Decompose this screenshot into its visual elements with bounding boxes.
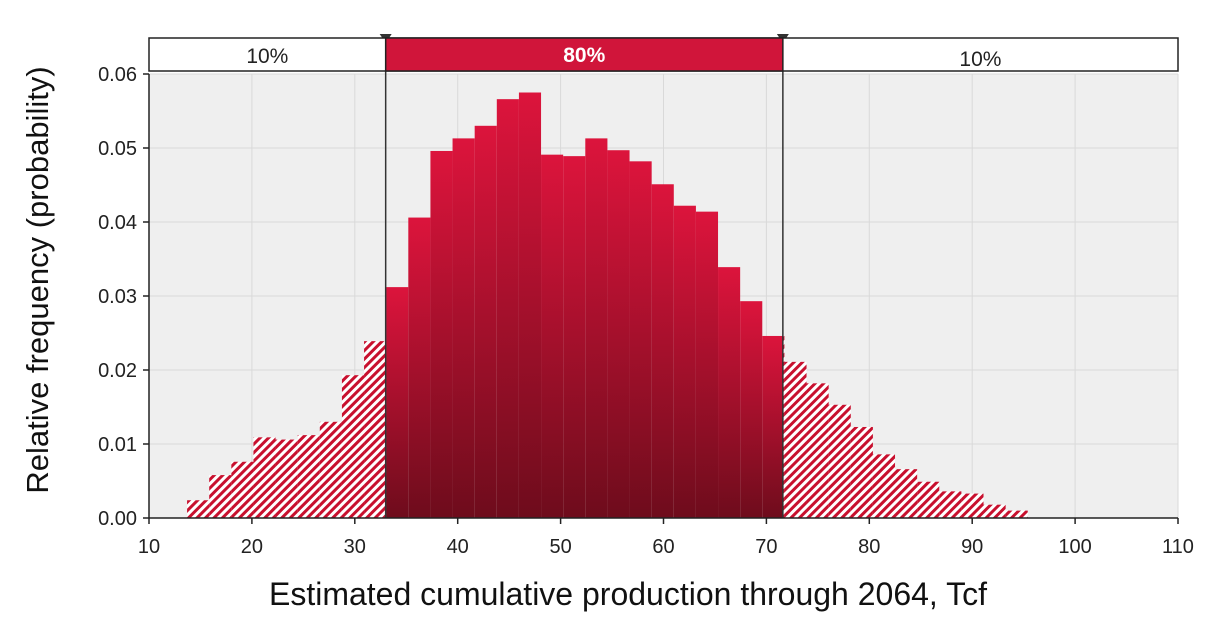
histogram-bar xyxy=(496,99,519,518)
x-tick-label: 80 xyxy=(858,536,880,558)
histogram-bar xyxy=(718,267,741,518)
y-axis-title: Relative frequency (probability) xyxy=(20,66,55,493)
histogram-bar xyxy=(740,301,763,518)
x-tick-label: 10 xyxy=(138,536,160,558)
x-tick-label: 90 xyxy=(961,536,983,558)
y-tick-label: 0.04 xyxy=(98,212,137,234)
x-tick-label: 110 xyxy=(1162,536,1194,558)
histogram-bar xyxy=(386,287,409,518)
x-tick-label: 40 xyxy=(447,536,469,558)
histogram-bar xyxy=(872,454,896,518)
x-tick-label: 50 xyxy=(549,536,571,558)
x-tick-label: 100 xyxy=(1058,536,1091,558)
histogram-bar xyxy=(784,361,807,518)
histogram-bar xyxy=(275,439,298,518)
x-tick-label: 70 xyxy=(755,536,777,558)
axes: 10 20 30 40 50 60 70 80 90 100 110 0.00 0.01 0.02 0.03… xyxy=(98,64,1194,558)
band-label-central: 80% xyxy=(563,44,605,67)
y-tick-label: 0.00 xyxy=(98,508,137,530)
histogram-bar xyxy=(341,375,365,518)
band-central-fill xyxy=(384,37,784,72)
histogram-bar xyxy=(319,421,342,518)
x-tick-label: 20 xyxy=(241,536,263,558)
histogram-bars xyxy=(187,92,1028,519)
band-label-upper: 10% xyxy=(959,48,1001,71)
histogram-bar xyxy=(961,493,984,518)
histogram-bar xyxy=(518,92,542,518)
histogram-bar xyxy=(297,435,320,518)
histogram-bar xyxy=(1005,510,1028,518)
y-tick-label: 0.03 xyxy=(98,286,137,308)
y-tick-label: 0.01 xyxy=(98,434,137,456)
histogram-bar xyxy=(828,404,851,518)
histogram-bar xyxy=(850,426,873,518)
y-tick-label: 0.06 xyxy=(98,64,137,86)
y-tick-label: 0.05 xyxy=(98,138,137,160)
histogram-bar xyxy=(408,217,431,518)
band-label-lower: 10% xyxy=(246,45,288,68)
histogram-bar xyxy=(673,205,696,518)
y-tick-label: 0.02 xyxy=(98,360,137,382)
histogram-bar xyxy=(983,504,1006,518)
probability-band: 10% 80% 10% xyxy=(148,37,1179,72)
histogram-bar xyxy=(782,335,785,518)
histogram-bar xyxy=(364,341,386,518)
histogram-bar xyxy=(762,335,783,518)
histogram-bar xyxy=(917,481,940,518)
histogram-bar xyxy=(563,156,586,518)
x-tick-label: 30 xyxy=(344,536,366,558)
histogram-bar xyxy=(651,184,674,518)
histogram-bar xyxy=(806,383,829,518)
histogram-bar xyxy=(695,211,719,518)
histogram-bar xyxy=(187,500,210,518)
x-axis-title: Estimated cumulative production through … xyxy=(269,576,987,612)
histogram-bar xyxy=(541,154,564,518)
histogram-bar xyxy=(939,491,962,518)
histogram-bar xyxy=(607,150,630,518)
histogram-bar xyxy=(430,150,453,518)
histogram-bar xyxy=(474,125,497,519)
histogram-bar xyxy=(895,469,918,518)
histogram-bar xyxy=(452,138,475,518)
histogram-bar xyxy=(253,437,276,518)
histogram-bar xyxy=(629,161,652,518)
x-tick-label: 60 xyxy=(652,536,674,558)
histogram-bar xyxy=(585,138,608,518)
histogram-bar xyxy=(209,475,232,518)
histogram-bar xyxy=(231,461,254,518)
